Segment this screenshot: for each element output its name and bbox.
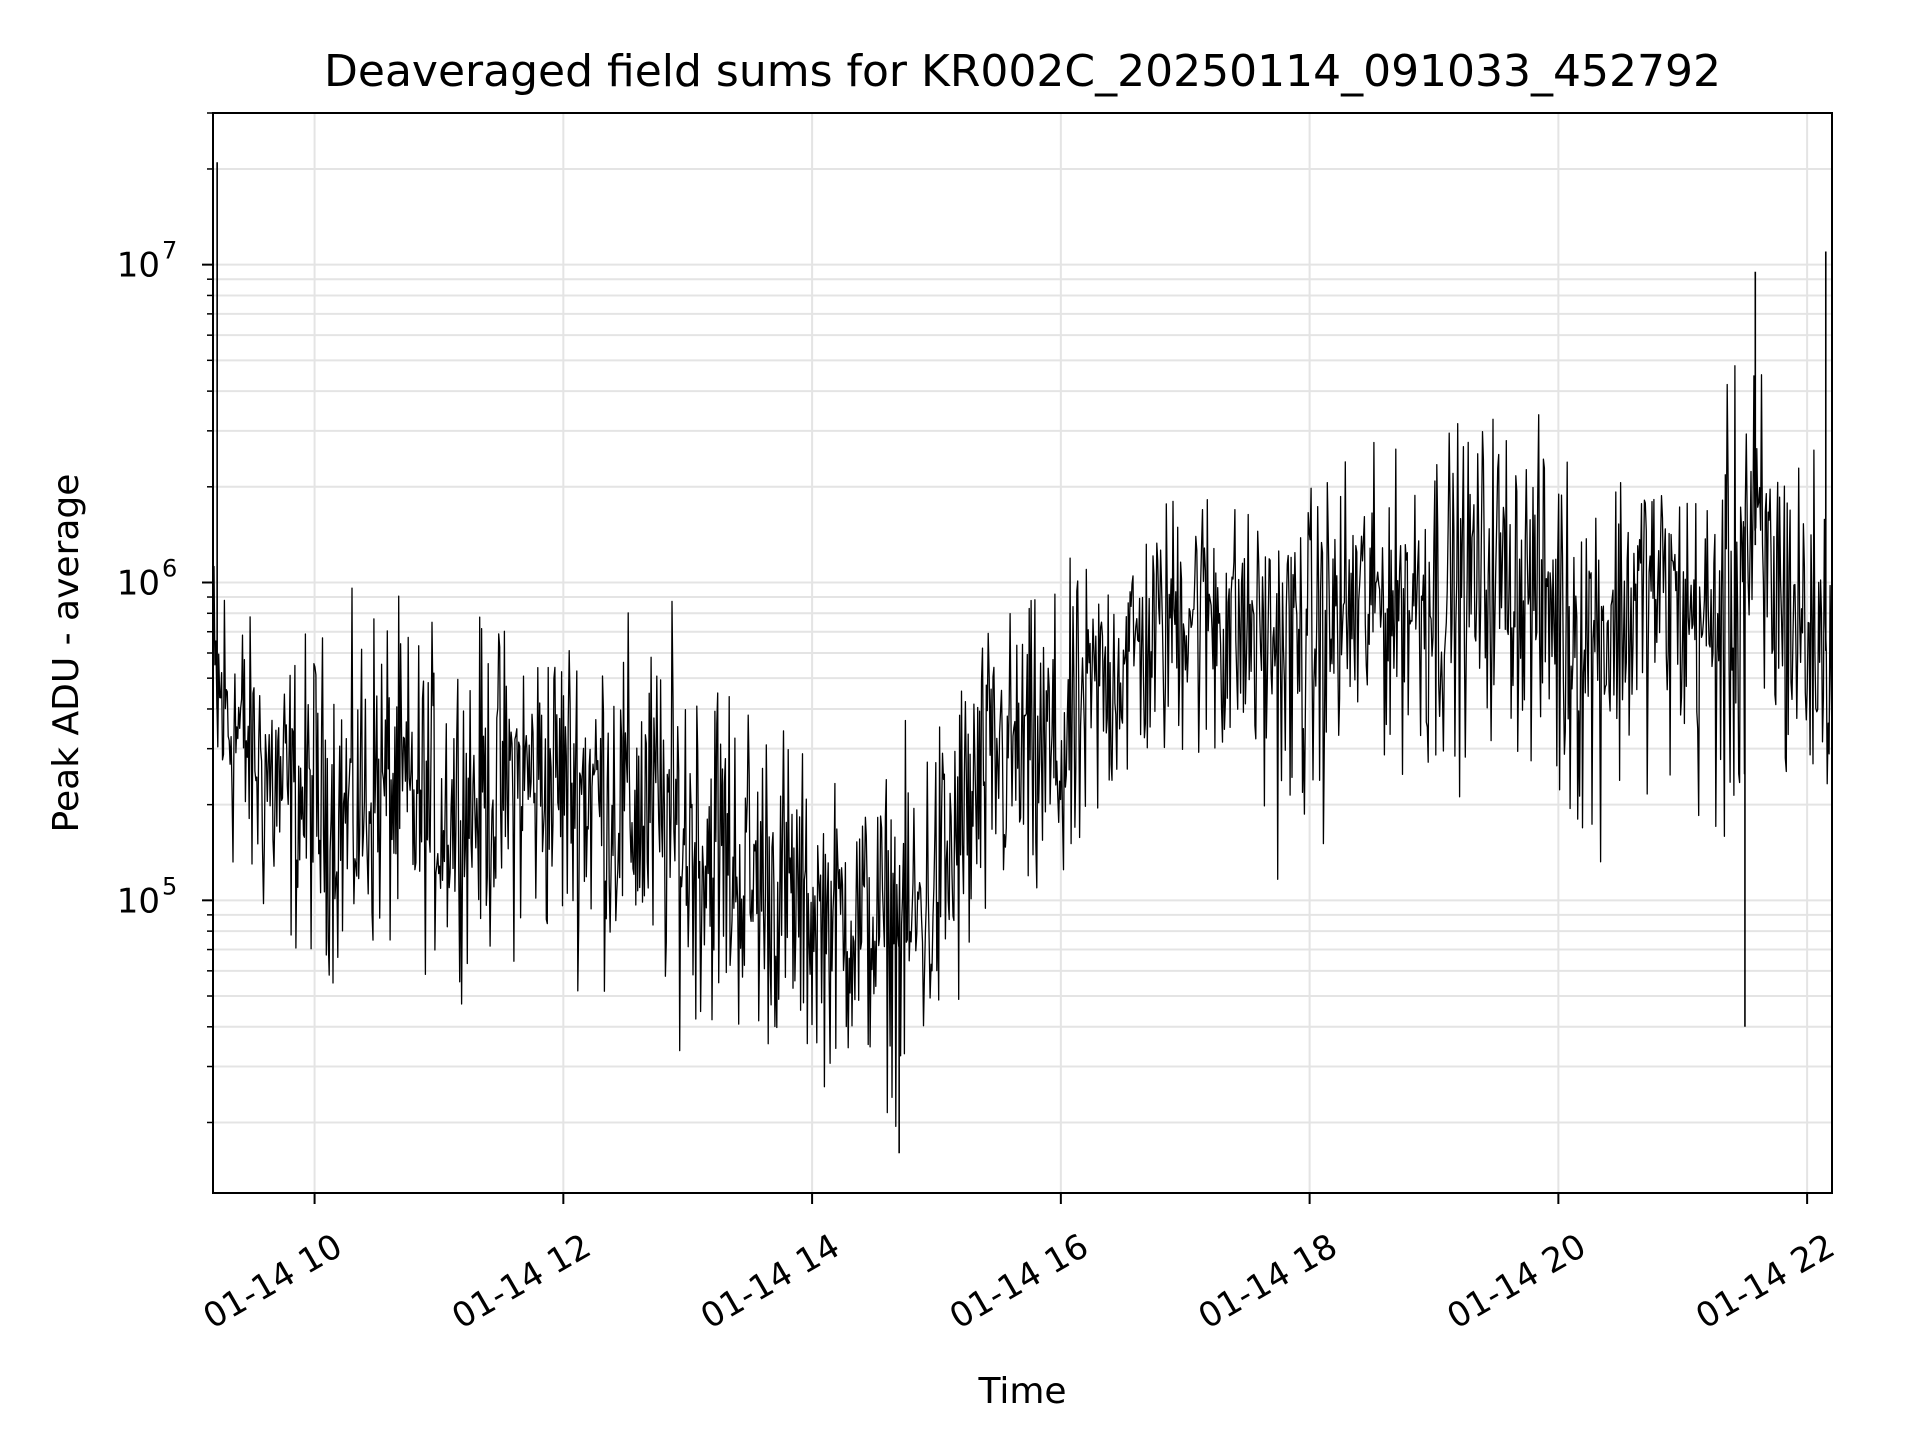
y-tick-exponent: 5 xyxy=(162,872,177,900)
y-tick-exponent: 7 xyxy=(162,237,177,265)
series-line xyxy=(212,365,1833,1128)
y-tick-label: 10 xyxy=(117,563,160,603)
y-tick-label: 10 xyxy=(117,881,160,921)
plot-area xyxy=(212,162,1833,1154)
y-axis-label: Peak ADU - average xyxy=(46,474,87,833)
y-tick-exponent: 6 xyxy=(162,554,177,582)
chart-title: Deaveraged field sums for KR002C_2025011… xyxy=(324,46,1721,97)
x-axis-label: Time xyxy=(977,1371,1066,1412)
y-tick-label: 10 xyxy=(117,246,160,286)
